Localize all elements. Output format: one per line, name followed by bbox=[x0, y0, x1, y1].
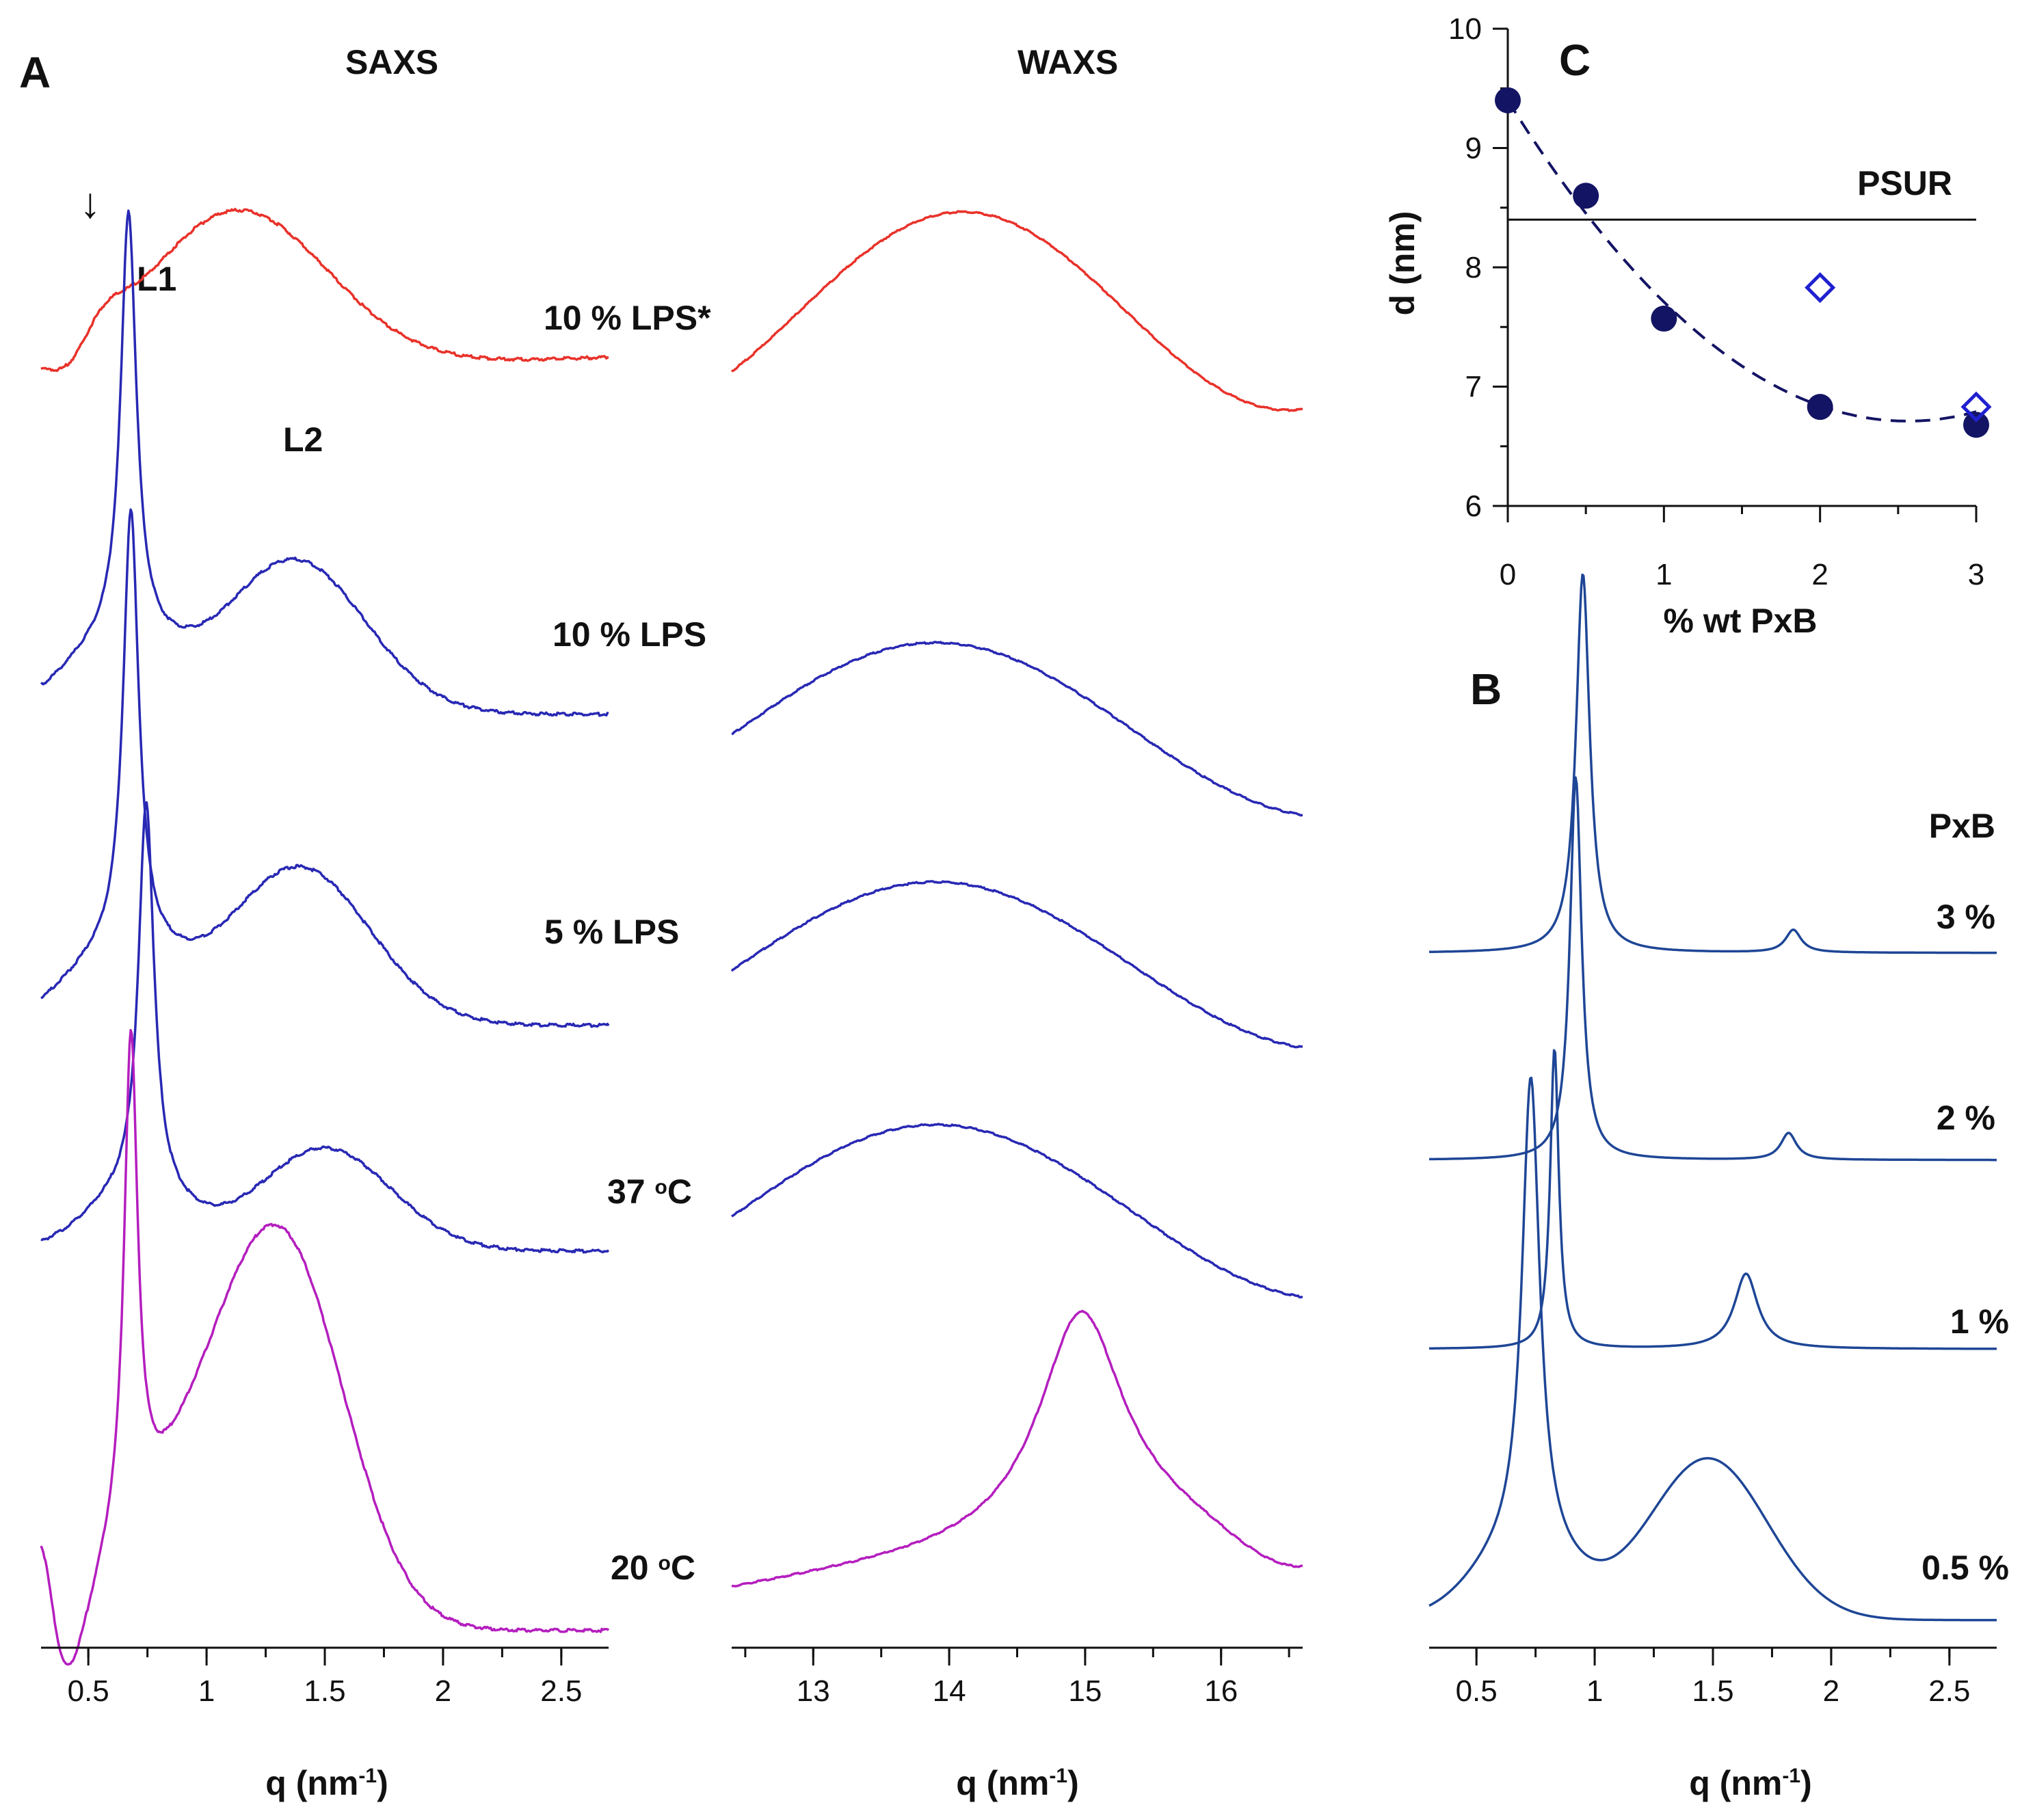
waxs-x-axis-tick-label: 14 bbox=[933, 1674, 966, 1708]
waxs-trace bbox=[730, 880, 1303, 1049]
saxs-x-axis-title-main: q (nm bbox=[265, 1764, 358, 1802]
saxs-trace bbox=[40, 209, 609, 717]
l2-label: L2 bbox=[283, 420, 323, 459]
fit-curve bbox=[1506, 99, 1977, 423]
waxs-header: WAXS bbox=[1018, 43, 1118, 81]
open-data-point bbox=[1805, 272, 1836, 304]
saxs-header: SAXS bbox=[345, 43, 438, 81]
panel-c-axes: 6 7 8 9 10 0 1 2 3 bbox=[1448, 12, 1984, 591]
label-20c-main: 20 bbox=[611, 1549, 659, 1587]
waxs-x-axis-title-exp: -1 bbox=[1049, 1765, 1067, 1787]
label-b-3pct: 3 % bbox=[1937, 898, 1995, 936]
saxs-x-axis-title-close: ) bbox=[377, 1764, 388, 1802]
saxs-x-axis-tick-label: 0.5 bbox=[68, 1674, 109, 1708]
saxs-x-axis-tick-label: 2.5 bbox=[540, 1674, 582, 1708]
waxs-trace bbox=[731, 641, 1303, 817]
waxs-x-axis-title-close: ) bbox=[1067, 1764, 1079, 1802]
panel-b-trace bbox=[1428, 573, 1997, 954]
label-37c-unit: C bbox=[667, 1173, 692, 1211]
saxs-x-axis-tick-label: 1 bbox=[198, 1674, 215, 1708]
label-b-1pct: 1 % bbox=[1950, 1302, 2009, 1341]
filled-data-point bbox=[1963, 412, 1989, 438]
saxs-trace bbox=[40, 508, 610, 1028]
label-10-lps: 10 % LPS bbox=[553, 615, 706, 654]
label-20c-unit: C bbox=[671, 1549, 695, 1587]
panel-b-trace bbox=[1428, 776, 1997, 1162]
waxs-x-axis-tick-label: 13 bbox=[797, 1674, 830, 1708]
label-37c-sup: o bbox=[655, 1176, 667, 1199]
saxs-trace bbox=[40, 207, 609, 373]
panel-letter-c: C bbox=[1559, 36, 1591, 85]
panel-b-x-axis: 0.5 1 1.5 2 2.5 bbox=[1429, 1646, 1997, 1708]
waxs-x-axis-tick-label: 15 bbox=[1068, 1674, 1102, 1708]
label-b-05pct: 0.5 % bbox=[1921, 1549, 2009, 1587]
panel-b-x-axis-title-main: q (nm bbox=[1689, 1764, 1782, 1802]
saxs-x-axis-tick-label: 1.5 bbox=[304, 1674, 345, 1708]
waxs-traces bbox=[730, 210, 1303, 1588]
psur-label: PSUR bbox=[1857, 164, 1952, 202]
label-5-lps: 5 % LPS bbox=[544, 913, 679, 951]
waxs-x-axis-title: q (nm-1) bbox=[956, 1764, 1078, 1802]
panel-b-x-axis-tick-label: 1 bbox=[1586, 1674, 1603, 1708]
waxs-x-axis-title-main: q (nm bbox=[956, 1764, 1049, 1802]
filled-data-point bbox=[1495, 87, 1521, 113]
label-37c: 37 oC bbox=[607, 1173, 692, 1211]
panel-c-y-tick-label: 9 bbox=[1465, 132, 1482, 165]
waxs-x-axis-tick-label: 16 bbox=[1204, 1674, 1238, 1708]
panel-b-x-axis-title-exp: -1 bbox=[1782, 1765, 1800, 1787]
panel-c-x-tick-label: 2 bbox=[1811, 558, 1828, 591]
panel-c-x-tick-label: 1 bbox=[1655, 558, 1672, 591]
panel-b-x-axis-tick-label: 1.5 bbox=[1692, 1674, 1733, 1708]
panel-b-x-axis-tick-label: 0.5 bbox=[1456, 1674, 1498, 1708]
panel-b-x-axis-title-close: ) bbox=[1800, 1764, 1812, 1802]
waxs-trace bbox=[730, 210, 1303, 412]
saxs-x-axis-title-exp: -1 bbox=[358, 1765, 377, 1787]
filled-data-point bbox=[1651, 306, 1677, 332]
panel-b-trace bbox=[1428, 1049, 1997, 1350]
saxs-x-axis-tick-label: 2 bbox=[435, 1674, 451, 1708]
panel-c-y-tick-label: 10 bbox=[1448, 12, 1482, 46]
waxs-trace bbox=[731, 1123, 1303, 1299]
panel-c-plot bbox=[1495, 87, 1992, 438]
filled-data-point bbox=[1573, 183, 1599, 209]
filled-data-point bbox=[1807, 394, 1833, 420]
arrow-annotation: ↓ bbox=[80, 180, 101, 227]
panel-c-y-tick-label: 8 bbox=[1465, 251, 1482, 284]
label-37c-main: 37 bbox=[607, 1173, 655, 1211]
panel-c-x-axis-title: % wt PxB bbox=[1663, 602, 1817, 640]
saxs-traces bbox=[40, 207, 610, 1666]
panel-b-traces bbox=[1428, 573, 1997, 1622]
panel-c-y-tick-label: 7 bbox=[1465, 371, 1482, 404]
saxs-x-axis: 0.5 1 1.5 2 2.5 bbox=[41, 1646, 609, 1708]
waxs-x-axis: 13 14 15 16 bbox=[732, 1646, 1303, 1708]
panel-letter-b: B bbox=[1470, 665, 1502, 714]
panel-b-x-axis-tick-label: 2 bbox=[1823, 1674, 1839, 1708]
saxs-x-axis-title: q (nm-1) bbox=[265, 1764, 388, 1802]
panel-b-x-axis-tick-label: 2.5 bbox=[1928, 1674, 1970, 1708]
panel-b-legend-title: PxB bbox=[1929, 807, 1995, 845]
panel-b-x-axis-title: q (nm-1) bbox=[1689, 1764, 1811, 1802]
label-20c-sup: o bbox=[659, 1552, 671, 1575]
panel-c-x-tick-label: 0 bbox=[1500, 558, 1516, 591]
saxs-trace bbox=[40, 801, 610, 1254]
open-data-point bbox=[1960, 391, 1992, 423]
label-20c: 20 oC bbox=[611, 1549, 695, 1587]
panel-c-x-tick-label: 3 bbox=[1968, 558, 1984, 591]
panel-c-y-tick-label: 6 bbox=[1465, 490, 1482, 523]
waxs-trace bbox=[731, 1309, 1303, 1588]
panel-c-y-axis-title: d (nm) bbox=[1383, 211, 1422, 316]
label-b-2pct: 2 % bbox=[1937, 1099, 1995, 1137]
panel-b-trace bbox=[1428, 1076, 1997, 1622]
saxs-trace bbox=[40, 1029, 610, 1666]
panel-letter-a: A bbox=[19, 48, 51, 97]
label-10-lps-star: 10 % LPS* bbox=[544, 299, 711, 337]
